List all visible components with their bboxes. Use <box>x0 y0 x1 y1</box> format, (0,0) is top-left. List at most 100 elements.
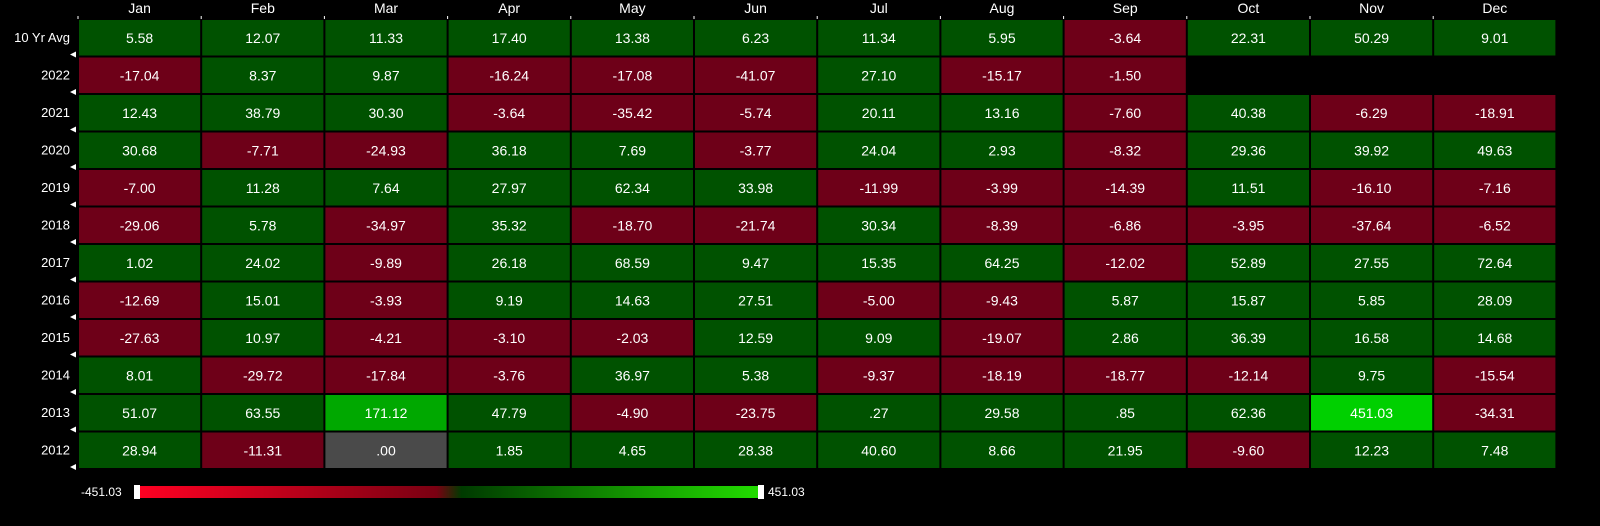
heatmap-cell <box>324 169 448 207</box>
heatmap-cell <box>1310 319 1434 357</box>
heatmap-cell <box>324 356 448 394</box>
scale-max-handle[interactable] <box>758 485 764 499</box>
cell-value: -29.72 <box>243 368 283 384</box>
heatmap-cell <box>447 356 571 394</box>
heatmap-cell <box>78 169 202 207</box>
heatmap-cell <box>78 56 202 94</box>
heatmap-row-2012: 2012 28.94 -11.31 .00 1.85 4.65 28.38 40.60 8.66… <box>41 431 1557 470</box>
cell-value: 28.09 <box>1477 293 1512 309</box>
heatmap-cell <box>1063 394 1187 432</box>
heatmap-cell <box>201 56 325 94</box>
row-label-2022: 2022 <box>41 68 70 83</box>
cell-value: 29.36 <box>1231 143 1266 159</box>
heatmap-cell <box>694 244 818 282</box>
column-label-aug: Aug <box>990 0 1015 16</box>
cell-value: -9.89 <box>370 255 402 271</box>
heatmap-cell <box>201 19 325 57</box>
cell-value: 28.38 <box>738 443 773 459</box>
cell-value: 10.97 <box>245 330 280 346</box>
column-label-jan: Jan <box>128 0 151 16</box>
heatmap-row-2020: 2020 30.68 -7.71 -24.93 36.18 7.69 -3.77 24.04 2… <box>41 131 1557 170</box>
color-scale-legend: -451.03 451.03 <box>81 485 805 499</box>
column-label-jun: Jun <box>744 0 767 16</box>
heatmap-cell <box>447 431 571 469</box>
heatmap-cell <box>447 94 571 132</box>
heatmap-cell <box>78 281 202 319</box>
cell-value: 451.03 <box>1350 405 1393 421</box>
cell-value: 15.35 <box>861 255 896 271</box>
cell-value: 9.75 <box>1358 368 1385 384</box>
cell-value: 7.69 <box>619 143 646 159</box>
cell-value: -8.39 <box>986 218 1018 234</box>
scale-max-label: 451.03 <box>768 485 805 499</box>
cell-value: 8.66 <box>988 443 1015 459</box>
heatmap-cell <box>78 431 202 469</box>
column-label-feb: Feb <box>251 0 275 16</box>
cell-value: -18.77 <box>1105 368 1145 384</box>
row-marker-icon <box>70 164 76 170</box>
cell-value: -29.06 <box>120 218 160 234</box>
heatmap-cell <box>1433 206 1557 244</box>
heatmap-cell <box>1186 431 1311 469</box>
cell-value: -11.31 <box>243 443 282 459</box>
cell-value: -3.64 <box>493 105 525 121</box>
heatmap-cell <box>447 244 571 282</box>
heatmap-cell <box>694 319 818 357</box>
cell-value: -7.60 <box>1109 105 1141 121</box>
cell-value: -12.02 <box>1105 255 1145 271</box>
heatmap-cell <box>694 394 818 432</box>
cell-value: -12.14 <box>1229 368 1269 384</box>
heatmap-cell <box>817 19 941 57</box>
cell-value: 30.68 <box>122 143 157 159</box>
heatmap-cell <box>570 394 694 432</box>
heatmap-cell <box>1063 431 1187 469</box>
row-label-2020: 2020 <box>41 143 70 158</box>
heatmap-cell <box>324 131 448 169</box>
cell-value: -24.93 <box>366 143 406 159</box>
cell-value: -3.93 <box>370 293 402 309</box>
cell-value: 5.95 <box>988 30 1015 46</box>
heatmap-cell <box>447 131 571 169</box>
row-label-2016: 2016 <box>41 293 70 308</box>
heatmap-cell <box>1433 94 1557 132</box>
cell-value: 28.94 <box>122 443 157 459</box>
heatmap-cell <box>817 319 941 357</box>
cell-value: 62.34 <box>615 180 650 196</box>
heatmap-cell <box>1310 169 1434 207</box>
heatmap-cell <box>817 206 941 244</box>
cell-value: -9.43 <box>986 293 1018 309</box>
heatmap-cell <box>1310 19 1434 57</box>
cell-value: -11.99 <box>859 180 898 196</box>
cell-value: 36.39 <box>1231 330 1266 346</box>
cell-value: 24.02 <box>245 255 280 271</box>
row-label-2021: 2021 <box>41 105 70 120</box>
cell-value: -9.60 <box>1232 443 1264 459</box>
cell-value: 5.87 <box>1112 293 1139 309</box>
cell-value: 16.58 <box>1354 330 1389 346</box>
heatmap-cell <box>78 319 202 357</box>
cell-value: 7.48 <box>1481 443 1508 459</box>
heatmap-cell <box>1063 19 1187 57</box>
heatmap-cell <box>694 131 818 169</box>
cell-value: -16.10 <box>1352 180 1392 196</box>
scale-min-label: -451.03 <box>81 485 122 499</box>
cell-value: 15.01 <box>245 293 280 309</box>
heatmap-cell <box>1310 131 1434 169</box>
column-label-nov: Nov <box>1359 0 1384 16</box>
heatmap-cell <box>817 394 941 432</box>
scale-min-handle[interactable] <box>134 485 140 499</box>
heatmap-cell <box>447 281 571 319</box>
heatmap-cell <box>694 431 818 469</box>
cell-value: -6.52 <box>1479 218 1511 234</box>
heatmap-cell <box>1186 169 1311 207</box>
heatmap-cell <box>1186 19 1311 57</box>
cell-value: -14.39 <box>1105 180 1145 196</box>
cell-value: 12.23 <box>1354 443 1389 459</box>
heatmap-cell <box>201 431 325 469</box>
heatmap-cell <box>1063 131 1187 169</box>
cell-value: 5.85 <box>1358 293 1385 309</box>
cell-value: 5.78 <box>249 218 276 234</box>
heatmap-cell <box>694 19 818 57</box>
column-header-group: Jan Feb Mar Apr May Jun Jul Aug Sep Oct Nov Dec <box>77 0 1507 19</box>
